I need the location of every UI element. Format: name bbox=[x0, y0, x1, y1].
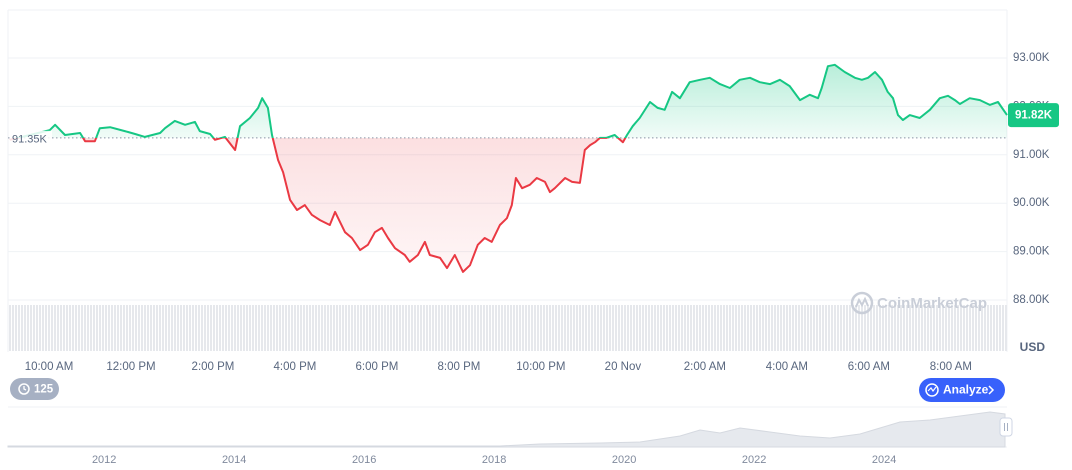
x-tick-label: 8:00 PM bbox=[438, 361, 481, 373]
y-tick-label: 89.00K bbox=[1013, 246, 1050, 258]
y-tick-label: 93.00K bbox=[1013, 52, 1050, 64]
y-unit: USD bbox=[1020, 340, 1046, 354]
x-tick-label: 6:00 AM bbox=[848, 361, 890, 373]
x-tick-label: 8:00 AM bbox=[930, 361, 972, 373]
x-tick-label: 20 Nov bbox=[605, 361, 642, 373]
x-tick-label: 10:00 PM bbox=[516, 361, 565, 373]
history-button[interactable]: 125 bbox=[10, 378, 59, 400]
y-tick-label: 90.00K bbox=[1013, 197, 1050, 209]
baseline-label: 91.35K bbox=[12, 133, 48, 145]
current-price-badge bbox=[1008, 103, 1059, 128]
navigator-tick-label: 2022 bbox=[742, 454, 766, 466]
current-price-label: 91.82K bbox=[1015, 110, 1053, 122]
x-tick-label: 2:00 AM bbox=[684, 361, 726, 373]
volume-bars bbox=[8, 305, 1007, 351]
navigator-tick-label: 2024 bbox=[872, 454, 896, 466]
analyze-button[interactable]: Analyze bbox=[919, 378, 1005, 402]
y-tick-label: 88.00K bbox=[1013, 294, 1050, 306]
x-tick-label: 10:00 AM bbox=[25, 361, 74, 373]
navigator bbox=[7, 406, 1013, 448]
navigator-tick-label: 2020 bbox=[612, 454, 636, 466]
x-tick-label: 12:00 PM bbox=[106, 361, 155, 373]
navigator-tick-label: 2016 bbox=[352, 454, 376, 466]
analyze-label[interactable]: Analyze bbox=[943, 383, 989, 397]
price-area bbox=[10, 64, 1007, 272]
watermark: CoinMarketCap bbox=[850, 291, 987, 315]
navigator-tick-label: 2018 bbox=[482, 454, 506, 466]
price-line bbox=[9, 63, 1008, 273]
x-tick-label: 6:00 PM bbox=[356, 361, 399, 373]
x-tick-label: 2:00 PM bbox=[192, 361, 235, 373]
watermark-text: CoinMarketCap bbox=[877, 295, 987, 312]
navigator-tick-label: 2014 bbox=[222, 454, 246, 466]
history-count[interactable]: 125 bbox=[34, 384, 54, 396]
price-series: 91.35K bbox=[8, 63, 1008, 273]
baseline-label-bg bbox=[10, 130, 52, 145]
navigator-tick-label: 2012 bbox=[92, 454, 116, 466]
y-tick-label: 91.00K bbox=[1013, 149, 1050, 161]
x-tick-label: 4:00 PM bbox=[274, 361, 317, 373]
axes: 88.00K89.00K90.00K91.00K92.00K93.00K10:0… bbox=[25, 52, 1059, 466]
x-tick-label: 4:00 AM bbox=[766, 361, 808, 373]
